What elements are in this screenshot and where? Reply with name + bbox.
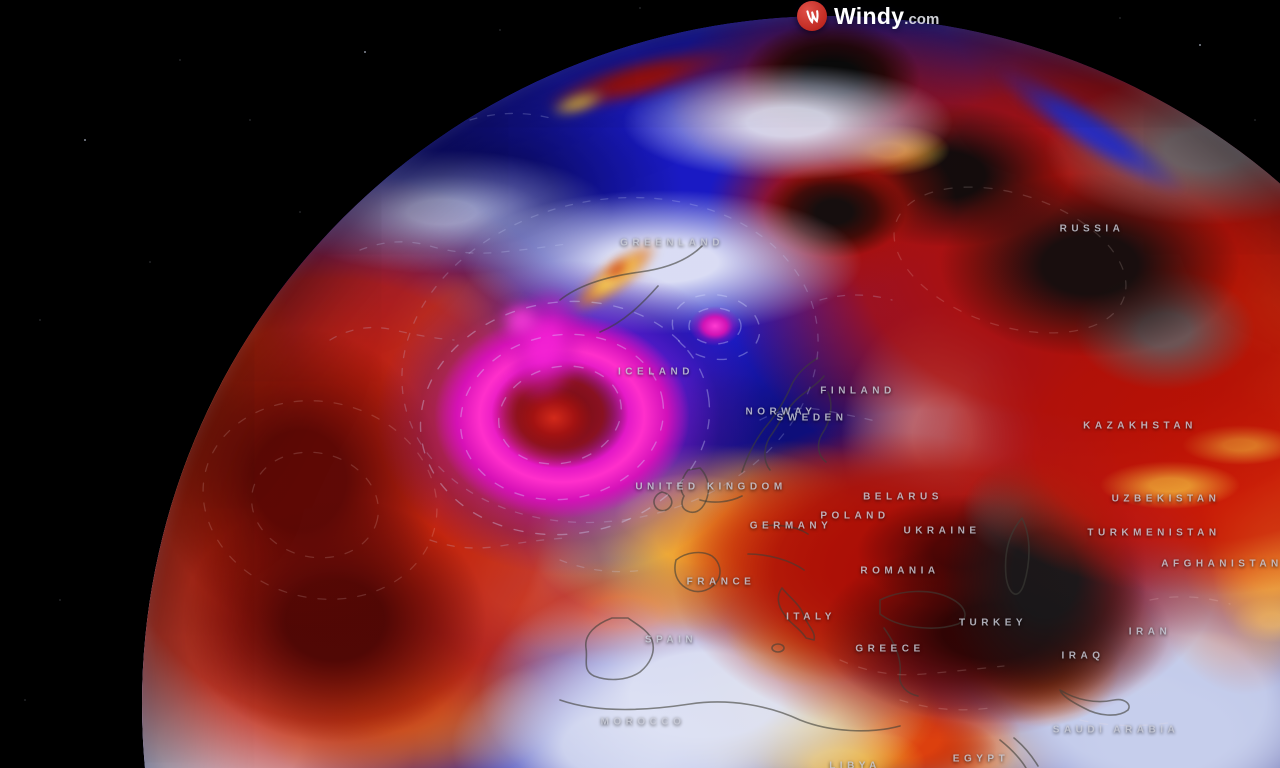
country-label: UKRAINE bbox=[903, 525, 981, 537]
star bbox=[1119, 17, 1121, 19]
country-label: LIBYA bbox=[829, 760, 881, 768]
star bbox=[639, 7, 641, 9]
country-label: ICELAND bbox=[618, 366, 694, 378]
country-label: FRANCE bbox=[686, 576, 756, 588]
country-label: ITALY bbox=[786, 611, 836, 623]
country-label: TURKMENISTAN bbox=[1087, 527, 1221, 539]
star bbox=[39, 319, 41, 321]
country-label: IRAQ bbox=[1061, 650, 1105, 662]
windy-logo[interactable]: Windy .com bbox=[797, 1, 939, 31]
star bbox=[59, 599, 61, 601]
country-label: SAUDI ARABIA bbox=[1052, 724, 1180, 736]
star bbox=[249, 119, 251, 121]
country-label: FINLAND bbox=[820, 385, 896, 397]
star bbox=[1254, 119, 1256, 121]
star bbox=[179, 59, 181, 61]
country-label: GREECE bbox=[855, 643, 925, 655]
logo-tld-text: .com bbox=[904, 10, 940, 28]
country-label: UNITED KINGDOM bbox=[635, 481, 787, 493]
country-label: AFGHANISTAN bbox=[1161, 558, 1280, 570]
star bbox=[1199, 44, 1201, 46]
country-label: SPAIN bbox=[644, 634, 698, 646]
country-label: SWEDEN bbox=[776, 412, 848, 424]
vortex-plume-hook bbox=[498, 300, 543, 340]
star bbox=[299, 211, 301, 213]
country-label: KAZAKHSTAN bbox=[1083, 420, 1197, 432]
country-label: BELARUS bbox=[863, 491, 943, 503]
country-label: GREENLAND bbox=[620, 237, 724, 249]
country-label: EGYPT bbox=[952, 753, 1010, 765]
windy-icon bbox=[797, 1, 827, 31]
star bbox=[149, 261, 151, 263]
country-label: IRAN bbox=[1128, 626, 1172, 638]
star bbox=[499, 29, 501, 31]
country-label: GERMANY bbox=[749, 520, 833, 532]
star bbox=[84, 139, 86, 141]
windy-wordmark: Windy .com bbox=[834, 3, 939, 30]
country-label: UZBEKISTAN bbox=[1111, 493, 1221, 505]
star bbox=[364, 51, 366, 53]
logo-windy-text: Windy bbox=[834, 2, 905, 29]
country-label: POLAND bbox=[820, 510, 890, 522]
country-label: MOROCCO bbox=[600, 716, 686, 728]
country-label: ROMANIA bbox=[860, 565, 940, 577]
country-label: RUSSIA bbox=[1059, 223, 1125, 235]
country-label: TURKEY bbox=[958, 617, 1028, 629]
star bbox=[24, 699, 26, 701]
